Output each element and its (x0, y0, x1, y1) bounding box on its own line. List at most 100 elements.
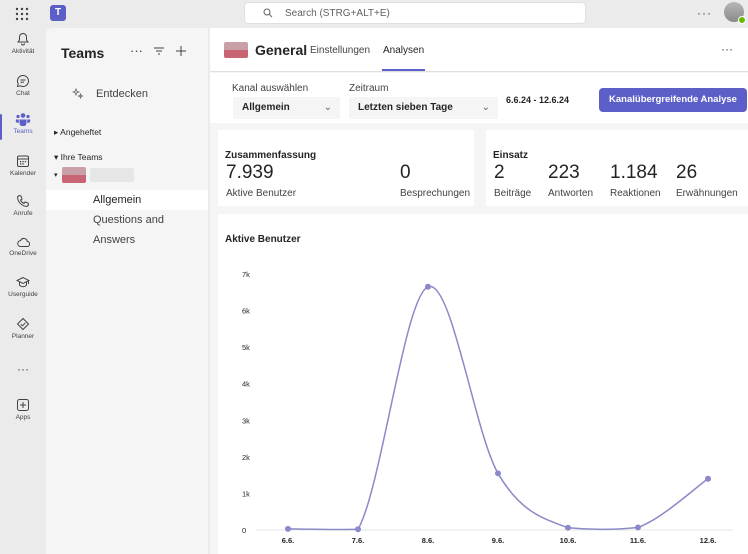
rail-label: Teams (13, 128, 33, 135)
discover-label: Entdecken (96, 88, 148, 100)
metric-label: Reaktionen (610, 188, 661, 199)
pinned-section[interactable]: ▸ Angeheftet (54, 127, 102, 137)
channel-select-label: Kanal auswählen (232, 83, 309, 94)
tab-analytics[interactable]: Analysen (383, 45, 425, 56)
add-apps-icon (17, 399, 29, 411)
pinned-label: Angeheftet (60, 127, 102, 137)
rail-item-teams[interactable]: Teams (0, 112, 46, 140)
metric-value: 0 (400, 162, 411, 183)
rail-label: Anrufe (13, 210, 33, 217)
rail-more-button[interactable]: ··· (17, 362, 29, 376)
more-options-icon[interactable]: ··· (721, 42, 733, 56)
metric-label: Besprechungen (400, 188, 471, 199)
chart-title: Aktive Benutzer (225, 234, 301, 245)
team-name-redacted (89, 168, 134, 182)
data-point[interactable] (495, 470, 501, 477)
search-icon (263, 8, 273, 18)
graduation-cap-icon (16, 276, 30, 288)
search-placeholder: Search (STRG+ALT+E) (285, 7, 390, 19)
phone-icon (16, 194, 30, 208)
your-teams-section[interactable]: ▾ Ihre Teams (54, 152, 103, 162)
x-tick-label: 10.6. (560, 536, 577, 545)
planner-icon (16, 317, 30, 331)
avatar[interactable] (724, 2, 746, 24)
bell-icon (17, 32, 29, 46)
filter-icon[interactable] (153, 45, 165, 57)
engagement-card: Einsatz 2 Beiträge 223 Antworten 1.184 R… (486, 130, 748, 206)
date-range: 6.6.24 - 12.6.24 (506, 95, 570, 105)
x-tick-label: 7.6. (352, 536, 365, 545)
filter-bar: Kanal auswählen Allgemein ⌄ Zeitraum Let… (210, 73, 748, 123)
channel-avatar (224, 42, 248, 58)
rail-item-chat[interactable]: Chat (0, 74, 46, 97)
y-tick-label: 1k (242, 489, 250, 498)
data-point[interactable] (635, 524, 641, 531)
rail-item-calendar[interactable]: Kalender (0, 154, 46, 177)
channel-select-value: Allgemein (242, 102, 290, 113)
metric-value: 26 (676, 162, 698, 183)
panel-actions: ··· (130, 43, 187, 58)
y-tick-label: 0 (242, 526, 246, 535)
metric-value: 1.184 (610, 162, 658, 183)
chevron-down-icon: ⌄ (323, 102, 332, 113)
data-point[interactable] (705, 475, 711, 482)
cross-channel-analysis-button[interactable]: Kanalübergreifende Analyse (599, 88, 747, 112)
x-tick-label: 8.6. (422, 536, 435, 545)
active-tab-indicator (382, 69, 425, 71)
channel-item-allgemein[interactable]: Allgemein (46, 190, 208, 210)
panel-title: Teams (61, 45, 105, 61)
period-select[interactable]: Letzten sieben Tage ⌄ (349, 97, 498, 119)
cloud-icon (17, 237, 30, 247)
data-point[interactable] (425, 283, 431, 290)
rail-item-activity[interactable]: Aktivität (0, 32, 46, 55)
rail-label: Apps (15, 414, 31, 421)
chevron-down-icon: ▾ (54, 172, 58, 179)
more-options-icon[interactable]: ··· (697, 6, 712, 20)
rail-label: Kalender (9, 170, 37, 177)
more-options-icon[interactable]: ··· (130, 43, 143, 58)
x-tick-label: 9.6. (492, 536, 505, 545)
x-tick-label: 6.6. (282, 536, 295, 545)
channel-item-questions[interactable]: Questions and Answers (93, 214, 164, 246)
team-avatar (61, 167, 86, 183)
rail-label: Chat (16, 90, 30, 97)
period-select-label: Zeitraum (349, 83, 389, 94)
x-tick-label: 11.6. (630, 536, 646, 545)
main-content: General Einstellungen Analysen ··· Kanal… (210, 28, 748, 554)
data-point[interactable] (565, 524, 571, 531)
channel-select[interactable]: Allgemein ⌄ (233, 97, 340, 119)
rail-item-calls[interactable]: Anrufe (0, 194, 46, 217)
tab-settings[interactable]: Einstellungen (310, 45, 371, 56)
y-tick-label: 6k (242, 307, 250, 316)
channel-header: General Einstellungen Analysen ··· (210, 28, 748, 72)
rail-label: Userguide (8, 291, 38, 298)
metric-label: Erwähnungen (676, 188, 738, 199)
metric-label: Antworten (548, 188, 594, 199)
x-tick-label: 12.6. (700, 536, 717, 545)
summary-card: Zusammenfassung 7.939 Aktive Benutzer 0 … (218, 130, 474, 206)
rail-item-planner[interactable]: Planner (0, 317, 46, 340)
top-bar: T Search (STRG+ALT+E) ··· (0, 0, 748, 28)
active-users-chart-card: Aktive Benutzer 0 1k 2k 3k 4k 5k 6k 7k 6.6. 7.6. 8… (218, 214, 748, 554)
rail-item-apps[interactable]: Apps (0, 398, 46, 421)
search-input[interactable]: Search (STRG+ALT+E) (244, 2, 586, 24)
engagement-title: Einsatz (493, 150, 529, 161)
teams-side-panel: Teams ··· Entdecken ▸ Angeheftet ▾ Ihre … (46, 28, 208, 554)
calendar-icon (17, 155, 29, 167)
data-point[interactable] (285, 525, 291, 532)
app-rail: Aktivität Chat Teams Kalender Anrufe One… (0, 28, 46, 554)
team-item[interactable]: ▾ (54, 167, 134, 183)
rail-label: Planner (11, 333, 35, 340)
rail-label: OneDrive (9, 250, 37, 257)
rail-item-onedrive[interactable]: OneDrive (0, 236, 46, 257)
rail-label: Aktivität (11, 48, 35, 55)
add-icon[interactable] (175, 45, 187, 57)
sparkle-icon (72, 88, 84, 100)
period-select-value: Letzten sieben Tage (358, 102, 453, 113)
discover-button[interactable]: Entdecken (72, 88, 148, 100)
metric-value: 223 (548, 162, 580, 183)
data-point[interactable] (355, 526, 361, 533)
chat-icon (16, 74, 29, 88)
rail-item-userguide[interactable]: Userguide (0, 276, 46, 298)
app-launcher-icon[interactable] (14, 6, 30, 22)
